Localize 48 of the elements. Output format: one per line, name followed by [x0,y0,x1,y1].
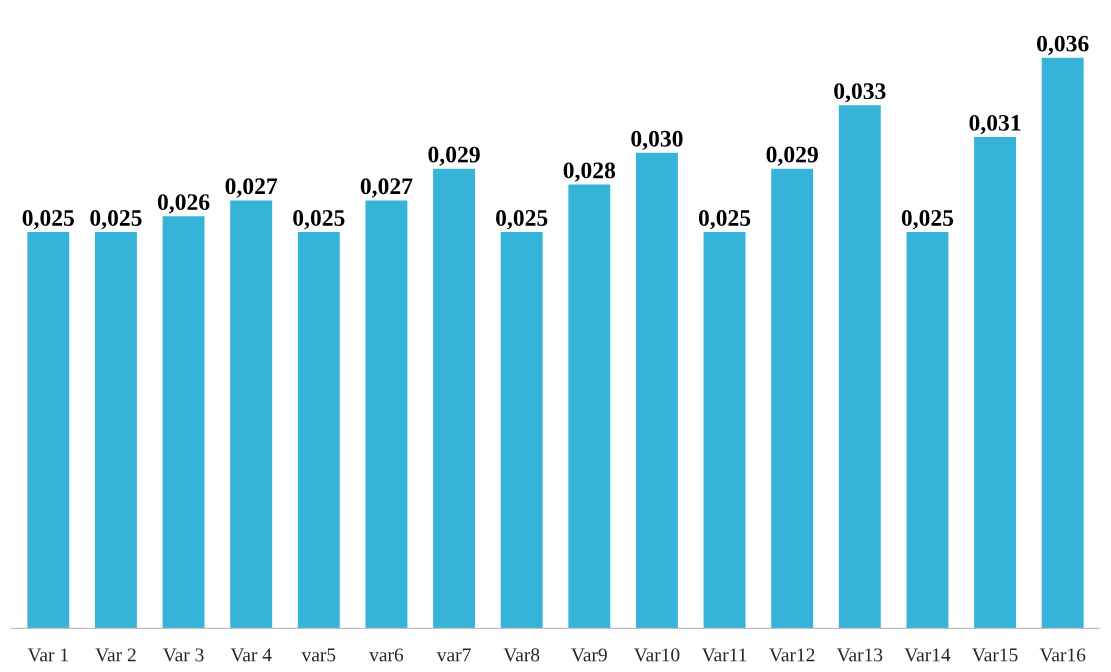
bar [974,137,1017,629]
bar [27,232,70,629]
data-label: 0,026 [157,194,210,214]
bar [635,152,678,629]
bar [838,105,881,629]
data-label: 0,025 [90,209,142,230]
data-label: 0,028 [563,162,616,182]
x-tick-label: var5 [301,648,336,662]
x-tick-label: Var16 [1039,648,1086,662]
x-tick-label: Var11 [701,648,747,662]
x-tick-label: Var12 [769,648,815,662]
bar [162,216,205,629]
bar [703,232,746,629]
x-tick-label: Var8 [503,648,540,662]
x-tick-label: Var 3 [162,648,204,662]
data-label: 0,031 [969,114,1021,135]
bar [500,232,543,629]
x-tick-label: Var 1 [27,648,68,662]
data-label: 0,025 [293,209,345,230]
x-tick-label: var6 [369,648,404,662]
data-label: 0,027 [225,178,278,198]
bar [94,232,137,629]
data-label: 0,025 [22,209,74,230]
bar [230,200,273,629]
data-label: 0,029 [766,146,818,166]
data-label: 0,025 [698,209,751,230]
x-tick-label: Var10 [633,648,680,662]
data-label: 0,036 [1037,35,1089,55]
bar [568,184,611,629]
data-label: 0,030 [631,130,683,151]
bar [297,232,340,629]
x-tick-label: Var14 [904,648,951,662]
bar [433,168,476,629]
bar [1041,57,1084,629]
x-tick-label: Var 2 [95,648,136,662]
data-label: 0,025 [496,209,548,230]
data-label: 0,033 [834,83,886,103]
x-tick-label: Var15 [972,648,1018,662]
x-tick-label: Var 4 [230,648,272,662]
data-label: 0,025 [901,209,954,230]
x-tick-label: Var13 [836,648,883,662]
bar [365,200,408,629]
data-label: 0,029 [428,146,480,166]
x-tick-label: Var9 [571,648,607,662]
bar [906,232,949,629]
bar [771,168,814,629]
data-label: 0,027 [360,178,413,198]
x-tick-label: var7 [436,648,471,662]
